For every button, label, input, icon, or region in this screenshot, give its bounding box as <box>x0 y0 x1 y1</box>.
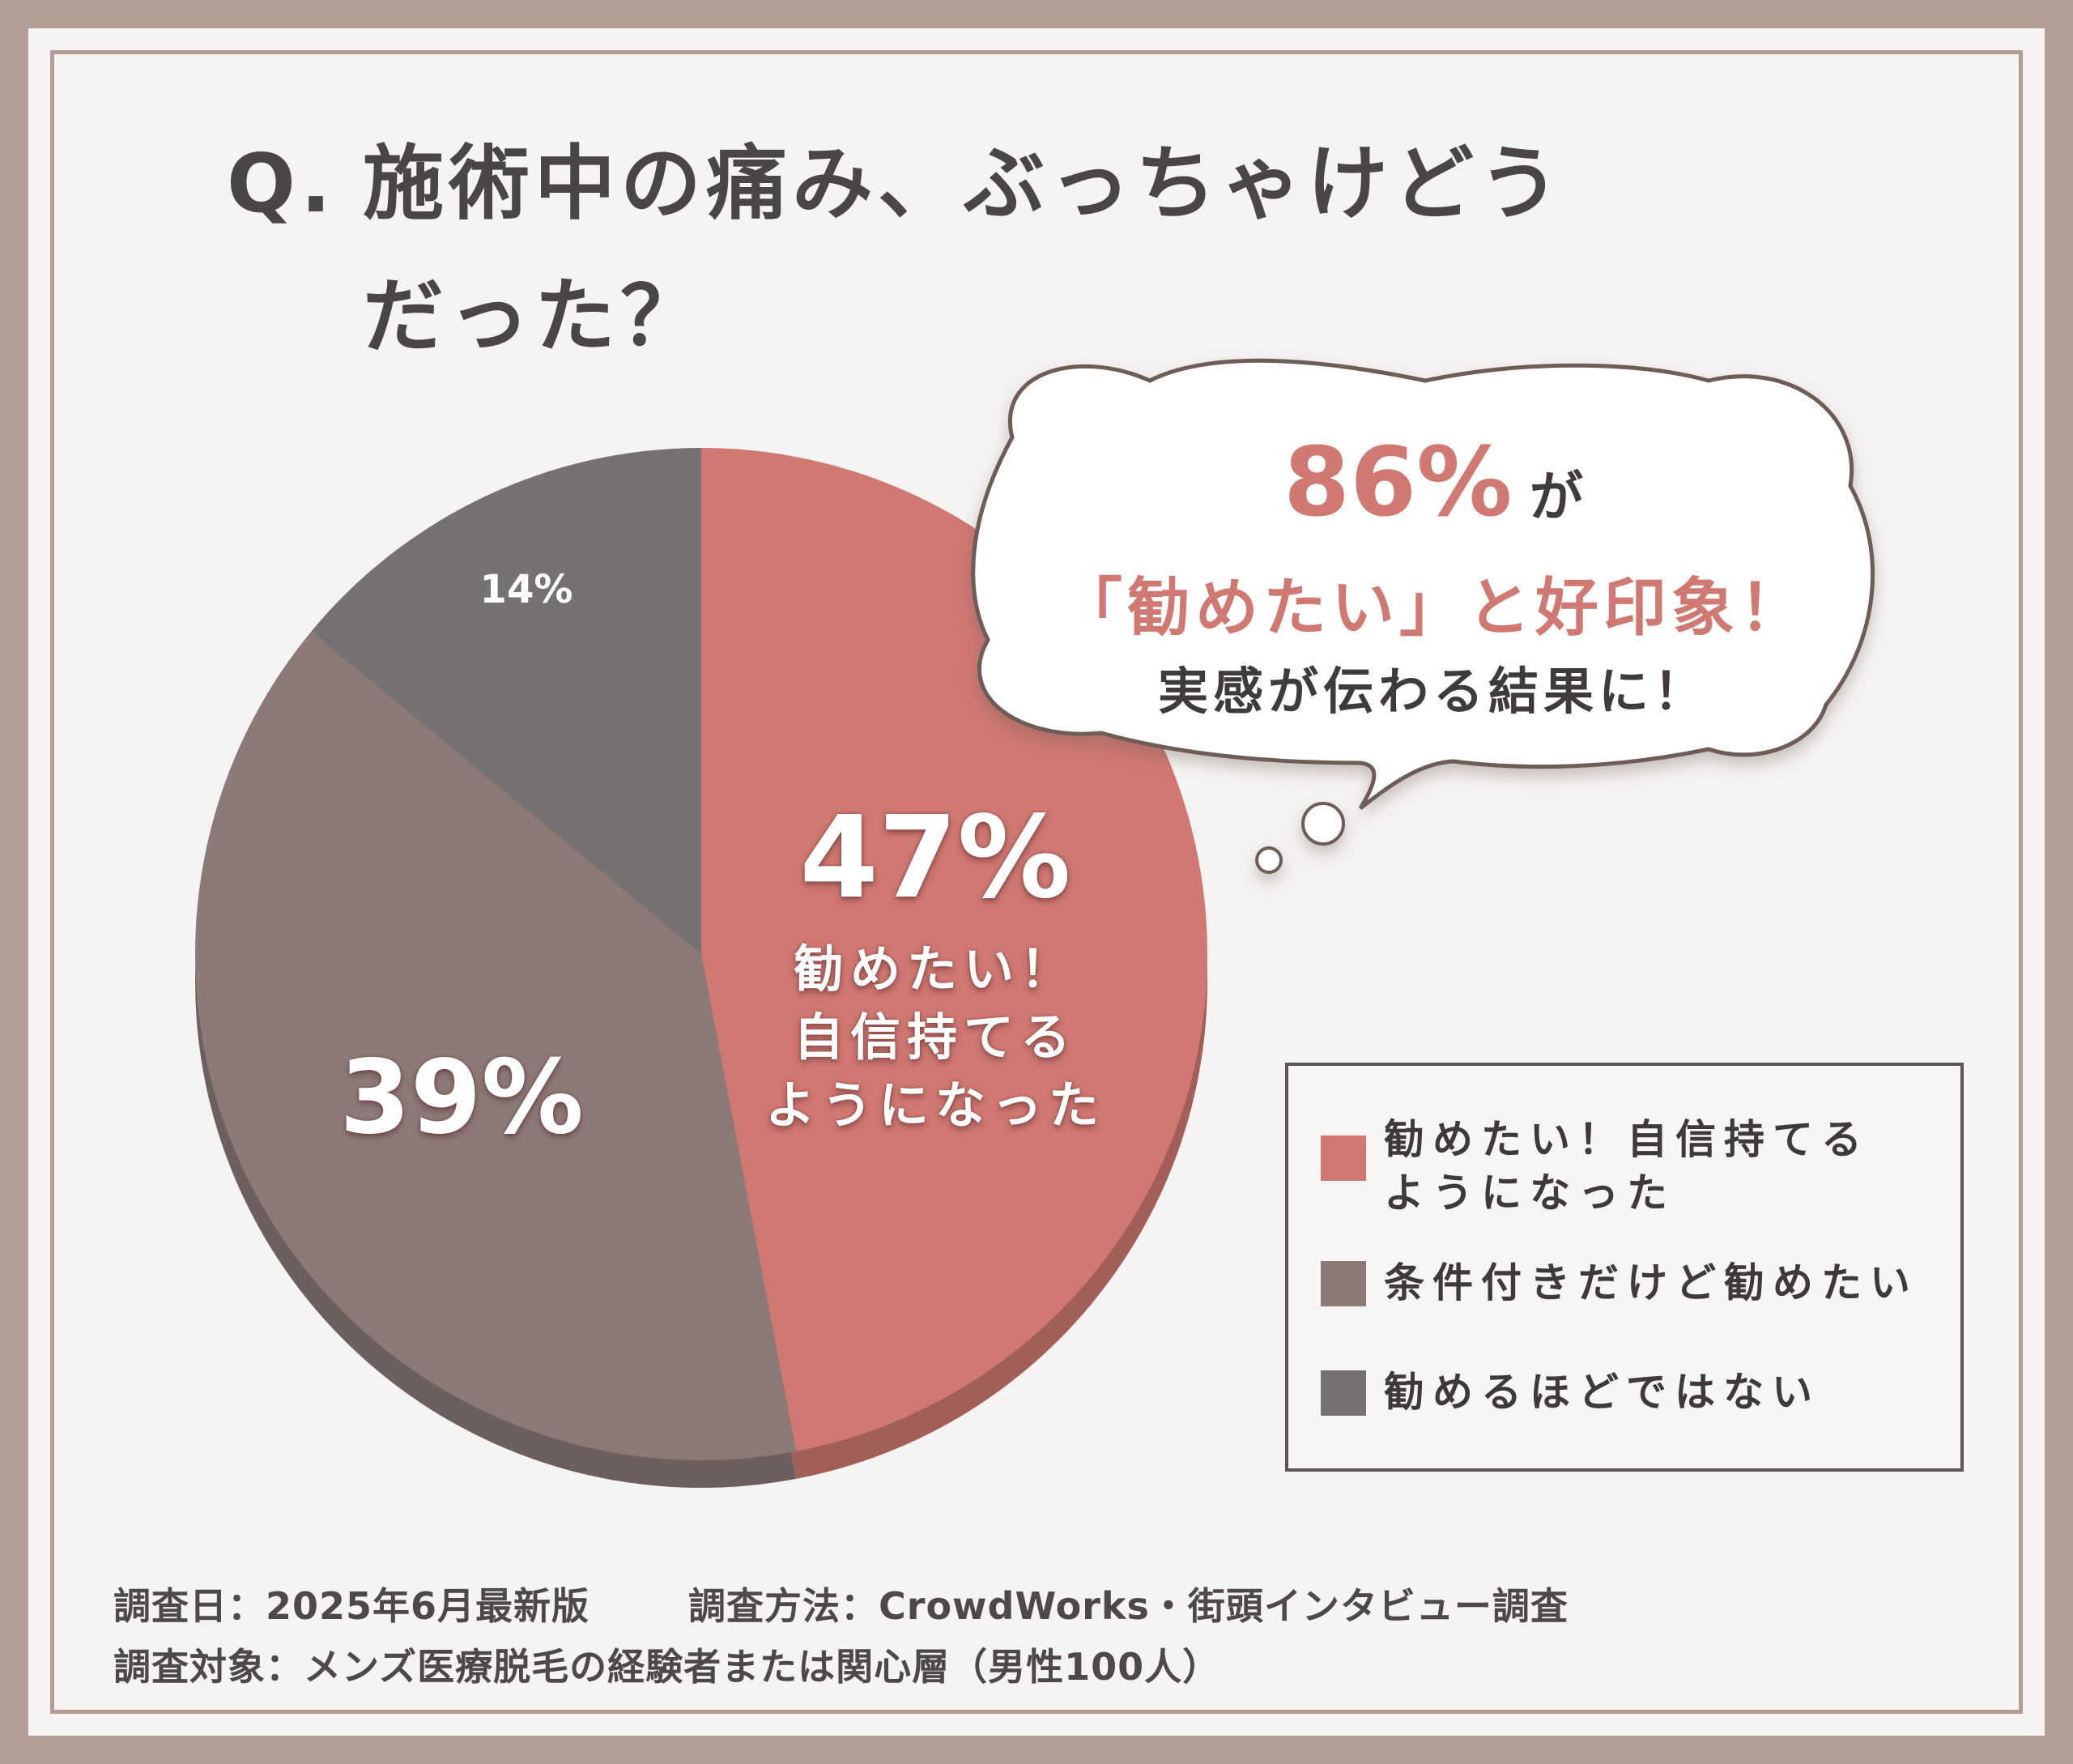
slice-caption-line-1: 勧めたい！ <box>793 940 1077 999</box>
legend-item-recommend: 勧めたい！自信持てる ようになった <box>1321 1113 1870 1220</box>
chart-legend: 勧めたい！自信持てる ようになった 条件付きだけど勧めたい 勧めるほどではない <box>1285 1063 1964 1472</box>
thought-bubble-dot-large <box>1301 802 1345 846</box>
page-title: Q. 施術中の痛み、ぶっちゃけどう だった？ <box>227 117 1927 383</box>
slice-label-39: 39% <box>339 1038 584 1157</box>
slice-label-47: 47% <box>799 792 1071 924</box>
title-line-1: 施術中の痛み、ぶっちゃけどう <box>363 136 1564 231</box>
pie-slice-3 <box>311 448 701 954</box>
legend-label-recommend-line-2: ようになった <box>1384 1170 1675 1216</box>
callout-line-3: 実感が伝わる結果に！ <box>1157 662 1709 721</box>
legend-swatch-recommend <box>1321 1136 1366 1181</box>
slice-label-14: 14% <box>479 567 573 612</box>
legend-label-not-recommend: 勧めるほどではない <box>1384 1369 1820 1416</box>
legend-item-not-recommend: 勧めるほどではない <box>1321 1366 1820 1419</box>
legend-swatch-not-recommend <box>1321 1370 1366 1416</box>
survey-target: 調査対象：メンズ医療脱毛の経験者または関心層（男性100人） <box>113 1645 1221 1689</box>
thought-bubble <box>971 358 1875 874</box>
title-line-2: だった？ <box>363 269 706 364</box>
legend-swatch-conditional <box>1321 1261 1366 1306</box>
pie-slice-2 <box>194 631 797 1460</box>
title-prefix: Q. <box>227 136 336 231</box>
legend-label-recommend: 勧めたい！自信持てる ようになった <box>1384 1113 1870 1220</box>
slice-caption-line-2: 自信持てる <box>793 1008 1077 1067</box>
callout-particle: が <box>1530 466 1584 528</box>
legend-item-conditional: 条件付きだけど勧めたい <box>1321 1256 1918 1310</box>
survey-method: 調査方法：CrowdWorks・街頭インタビュー調査 <box>688 1584 1569 1628</box>
thought-bubble-body <box>971 358 1875 810</box>
survey-date: 調査日：2025年6月最新版 <box>113 1584 590 1628</box>
slice-caption-line-3: ようになった <box>764 1076 1105 1135</box>
thought-bubble-dot-small <box>1255 846 1283 874</box>
callout-percent: 86% <box>1283 426 1513 538</box>
callout-line-1: 86% が <box>1020 429 1846 564</box>
inner-frame <box>50 50 2023 1714</box>
callout-text: 86% が 「勧めたい」と好印象！ 実感が伝わる結果に！ <box>1020 429 1846 731</box>
legend-label-recommend-line-1: 勧めたい！自信持てる <box>1384 1116 1870 1163</box>
slice-caption-47: 勧めたい！ 自信持てる ようになった <box>713 935 1158 1140</box>
callout-line-2: 「勧めたい」と好印象！ <box>1058 572 1807 645</box>
legend-label-conditional: 条件付きだけど勧めたい <box>1384 1259 1918 1306</box>
pie-chart <box>194 448 1208 1489</box>
